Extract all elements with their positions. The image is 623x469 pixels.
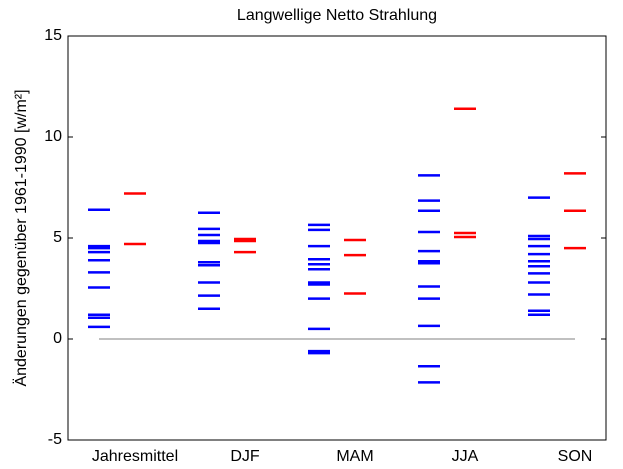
x-tick-label: MAM [336,448,373,465]
y-tick-label: 5 [53,229,62,246]
chart-title: Langwellige Netto Strahlung [237,7,437,24]
y-tick-label: 0 [53,330,62,347]
y-tick-label: -5 [48,431,62,448]
x-tick-label: Jahresmittel [92,448,178,465]
y-axis-label: Änderungen gegenüber 1961-1990 [w/m²] [12,89,30,386]
y-tick-label: 10 [44,128,62,145]
x-tick-label: JJA [452,448,479,465]
x-tick-label: DJF [230,448,260,465]
x-tick-label: SON [558,448,593,465]
y-tick-label: 15 [44,27,62,44]
plot-frame [67,35,607,441]
